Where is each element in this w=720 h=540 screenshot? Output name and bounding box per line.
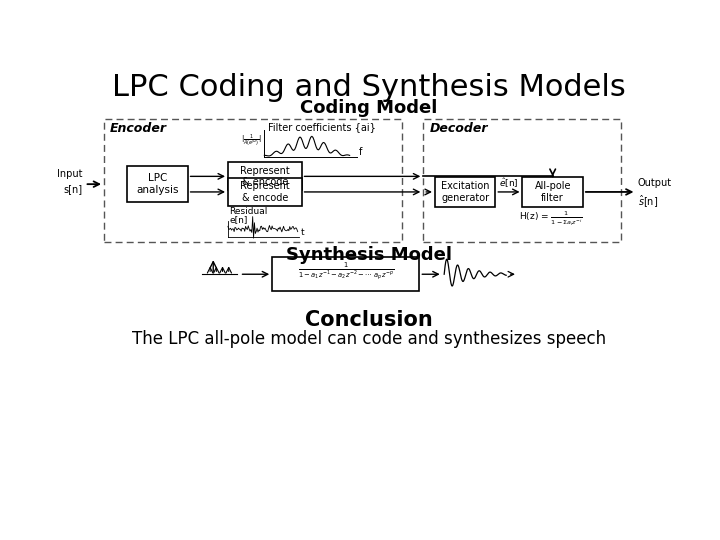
Text: s[n]: s[n]: [63, 184, 82, 194]
Text: Residual: Residual: [230, 207, 268, 217]
Bar: [228, 178, 302, 206]
Text: t: t: [301, 227, 305, 237]
Text: Encoder: Encoder: [110, 122, 167, 135]
Text: Conclusion: Conclusion: [305, 309, 433, 329]
Text: e[n]: e[n]: [230, 215, 248, 224]
Text: All-pole
filter: All-pole filter: [534, 181, 571, 202]
Text: $\hat{s}$[n]: $\hat{s}$[n]: [638, 193, 658, 210]
Text: Represent
& encode: Represent & encode: [240, 181, 289, 202]
Text: $\frac{1}{1 - a_1 z^{-1} - a_2 z^{-2} - \cdots\ a_p z^{-p}}$: $\frac{1}{1 - a_1 z^{-1} - a_2 z^{-2} - …: [297, 260, 394, 282]
Text: H(z) = $\frac{1}{1 - \Sigma a_i z^{-i}}$: H(z) = $\frac{1}{1 - \Sigma a_i z^{-i}}$: [518, 210, 582, 228]
Bar: [104, 119, 402, 242]
Bar: [423, 119, 621, 242]
Text: LPC
analysis: LPC analysis: [136, 173, 179, 195]
Text: Excitation
generator: Excitation generator: [441, 181, 490, 202]
Bar: [228, 163, 302, 190]
Text: Coding Model: Coding Model: [300, 99, 438, 117]
Text: |$\frac{1}{A(e^{j\omega})}$|: |$\frac{1}{A(e^{j\omega})}$|: [241, 132, 262, 149]
Bar: [127, 166, 188, 202]
Text: $\hat{e}$[n]: $\hat{e}$[n]: [499, 177, 518, 191]
Text: LPC Coding and Synthesis Models: LPC Coding and Synthesis Models: [112, 72, 626, 102]
Bar: [523, 177, 583, 207]
Text: The LPC all-pole model can code and synthesizes speech: The LPC all-pole model can code and synt…: [132, 330, 606, 348]
Text: Output: Output: [638, 178, 672, 188]
Text: Filter coefficients {ai}: Filter coefficients {ai}: [269, 122, 376, 132]
Text: Synthesis Model: Synthesis Model: [286, 246, 452, 264]
Text: f: f: [359, 147, 362, 157]
Text: Represent
& encode: Represent & encode: [240, 166, 289, 187]
Text: Input: Input: [57, 169, 82, 179]
Bar: [435, 177, 495, 207]
Bar: [272, 257, 419, 291]
Text: Decoder: Decoder: [429, 122, 488, 135]
